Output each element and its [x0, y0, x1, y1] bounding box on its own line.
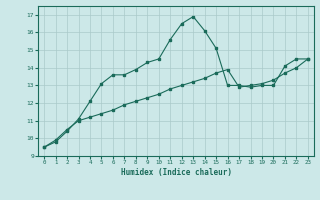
X-axis label: Humidex (Indice chaleur): Humidex (Indice chaleur)	[121, 168, 231, 177]
